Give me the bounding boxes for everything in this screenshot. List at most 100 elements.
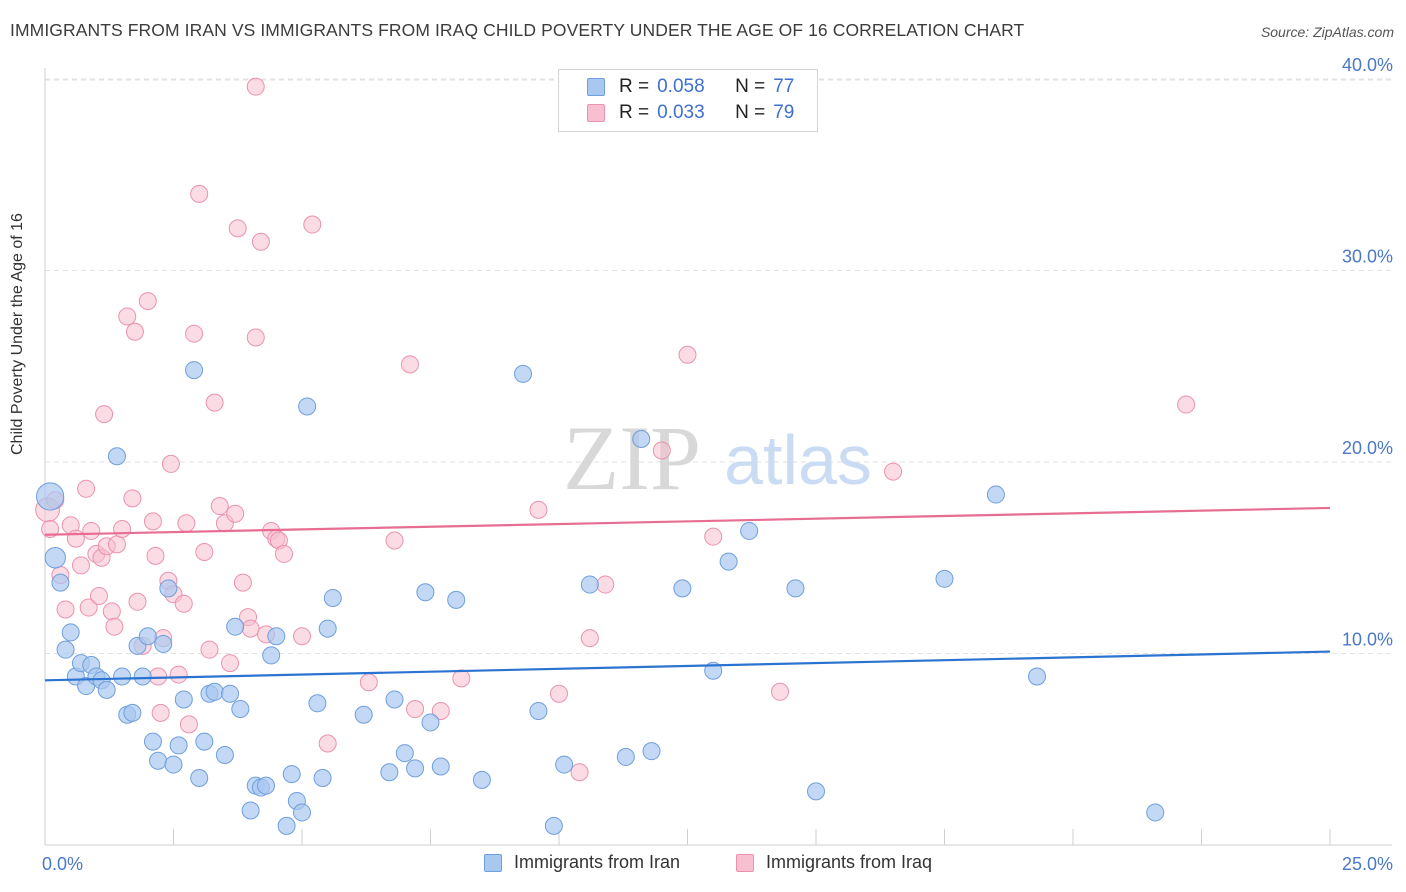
iraq-point bbox=[82, 521, 101, 540]
iraq-point bbox=[205, 393, 224, 412]
iraq-point bbox=[529, 500, 548, 519]
iran-point bbox=[133, 667, 152, 686]
iran-point bbox=[447, 590, 466, 609]
y-tick-label: 20.0% bbox=[1342, 438, 1393, 458]
iran-point bbox=[107, 447, 126, 466]
iran-point bbox=[169, 736, 188, 755]
series-label-iraq: Immigrants from Iraq bbox=[766, 852, 933, 872]
iran-point bbox=[385, 690, 404, 709]
iran-point bbox=[786, 579, 805, 598]
stats-legend: R = 0.058 N = 77 R = 0.033 N = 79 bbox=[558, 69, 818, 132]
iran-point bbox=[36, 482, 65, 511]
series-swatch-iraq bbox=[736, 853, 754, 872]
iran-point bbox=[555, 755, 574, 774]
iran-points bbox=[36, 361, 1165, 835]
iran-point bbox=[580, 575, 599, 594]
legend-r-label: R = bbox=[619, 102, 650, 123]
iran-point bbox=[215, 745, 234, 764]
iran-point bbox=[740, 521, 759, 540]
tick-labels: 10.0% 20.0% 30.0% 40.0% 0.0% 25.0% bbox=[42, 55, 1393, 874]
iran-point bbox=[1146, 803, 1165, 822]
legend-n-label: N = bbox=[735, 102, 766, 123]
iran-point bbox=[174, 690, 193, 709]
iran-point bbox=[293, 803, 311, 822]
iraq-point bbox=[431, 701, 450, 720]
iran-point bbox=[185, 361, 204, 380]
iran-point bbox=[313, 768, 332, 787]
iran-point bbox=[431, 757, 450, 776]
iran-point bbox=[262, 646, 281, 665]
iraq-point bbox=[79, 598, 98, 617]
iraq-point bbox=[652, 441, 671, 460]
iraq-point bbox=[303, 215, 322, 234]
iraq-point bbox=[41, 520, 60, 539]
iraq-point bbox=[580, 629, 599, 648]
iran-point bbox=[354, 705, 373, 724]
iraq-point bbox=[177, 514, 196, 533]
iran-point bbox=[267, 627, 286, 646]
iraq-point bbox=[678, 345, 697, 364]
iraq-point bbox=[118, 307, 137, 326]
iran-point bbox=[673, 579, 692, 598]
iran-point bbox=[323, 588, 342, 607]
series-legend-iraq[interactable]: Immigrants from Iraq bbox=[736, 852, 932, 873]
iran-point bbox=[986, 485, 1005, 504]
x-tick-label: 0.0% bbox=[42, 854, 83, 874]
iraq-point bbox=[246, 328, 265, 347]
iran-point bbox=[298, 397, 317, 416]
legend-swatch-iran bbox=[587, 78, 605, 96]
iran-trend-line bbox=[44, 650, 1331, 682]
iraq-point bbox=[128, 592, 147, 611]
legend-n-value-iran: 77 bbox=[773, 76, 795, 97]
series-legend-iran[interactable]: Immigrants from Iran bbox=[484, 852, 680, 873]
legend-r-label: R = bbox=[619, 76, 650, 97]
iran-point bbox=[308, 694, 327, 713]
chart-title: IMMIGRANTS FROM IRAN VS IMMIGRANTS FROM … bbox=[10, 20, 1025, 40]
iran-point bbox=[544, 816, 563, 835]
iraq-point bbox=[107, 535, 126, 554]
iraq-point bbox=[185, 324, 204, 343]
iraq-point bbox=[125, 322, 144, 341]
iran-point bbox=[719, 552, 738, 571]
series-label-iran: Immigrants from Iran bbox=[514, 852, 681, 872]
iraq-point bbox=[179, 715, 198, 734]
grid-lines bbox=[45, 78, 1392, 654]
iran-point bbox=[138, 627, 157, 646]
iran-point bbox=[190, 768, 209, 787]
iran-point bbox=[159, 579, 178, 598]
iran-point bbox=[935, 569, 954, 588]
iran-point bbox=[44, 547, 66, 569]
iraq-point bbox=[226, 504, 245, 523]
iraq-point bbox=[251, 232, 270, 251]
iraq-point bbox=[123, 489, 142, 508]
iran-point bbox=[282, 765, 301, 784]
iraq-point bbox=[169, 665, 188, 684]
iraq-point bbox=[233, 573, 252, 592]
iraq-point bbox=[95, 405, 114, 424]
iraq-point bbox=[102, 602, 121, 621]
iran-point bbox=[154, 634, 173, 653]
series-legend: Immigrants from Iran Immigrants from Ira… bbox=[0, 852, 1406, 878]
iraq-point bbox=[359, 673, 378, 692]
iraq-point bbox=[570, 763, 589, 782]
source-label: Source: ZipAtlas.com bbox=[1260, 24, 1394, 40]
iran-point bbox=[416, 583, 435, 602]
legend-n-label: N = bbox=[735, 76, 766, 97]
iraq-point bbox=[138, 292, 157, 311]
iran-point bbox=[257, 776, 276, 795]
legend-row-iraq: R = 0.033 N = 79 bbox=[587, 101, 794, 125]
iraq-point bbox=[228, 219, 247, 238]
iraq-point bbox=[113, 520, 132, 539]
iraq-point bbox=[246, 77, 265, 96]
y-tick-label: 10.0% bbox=[1342, 630, 1393, 650]
iran-point bbox=[1028, 667, 1047, 686]
iran-point bbox=[472, 770, 491, 789]
iran-point bbox=[97, 680, 116, 699]
iran-point bbox=[231, 700, 250, 719]
iraq-point bbox=[66, 529, 85, 548]
iraq-point bbox=[151, 703, 170, 722]
x-tick-label: 25.0% bbox=[1342, 854, 1393, 874]
iraq-point bbox=[275, 544, 294, 563]
iraq-point bbox=[195, 543, 214, 562]
